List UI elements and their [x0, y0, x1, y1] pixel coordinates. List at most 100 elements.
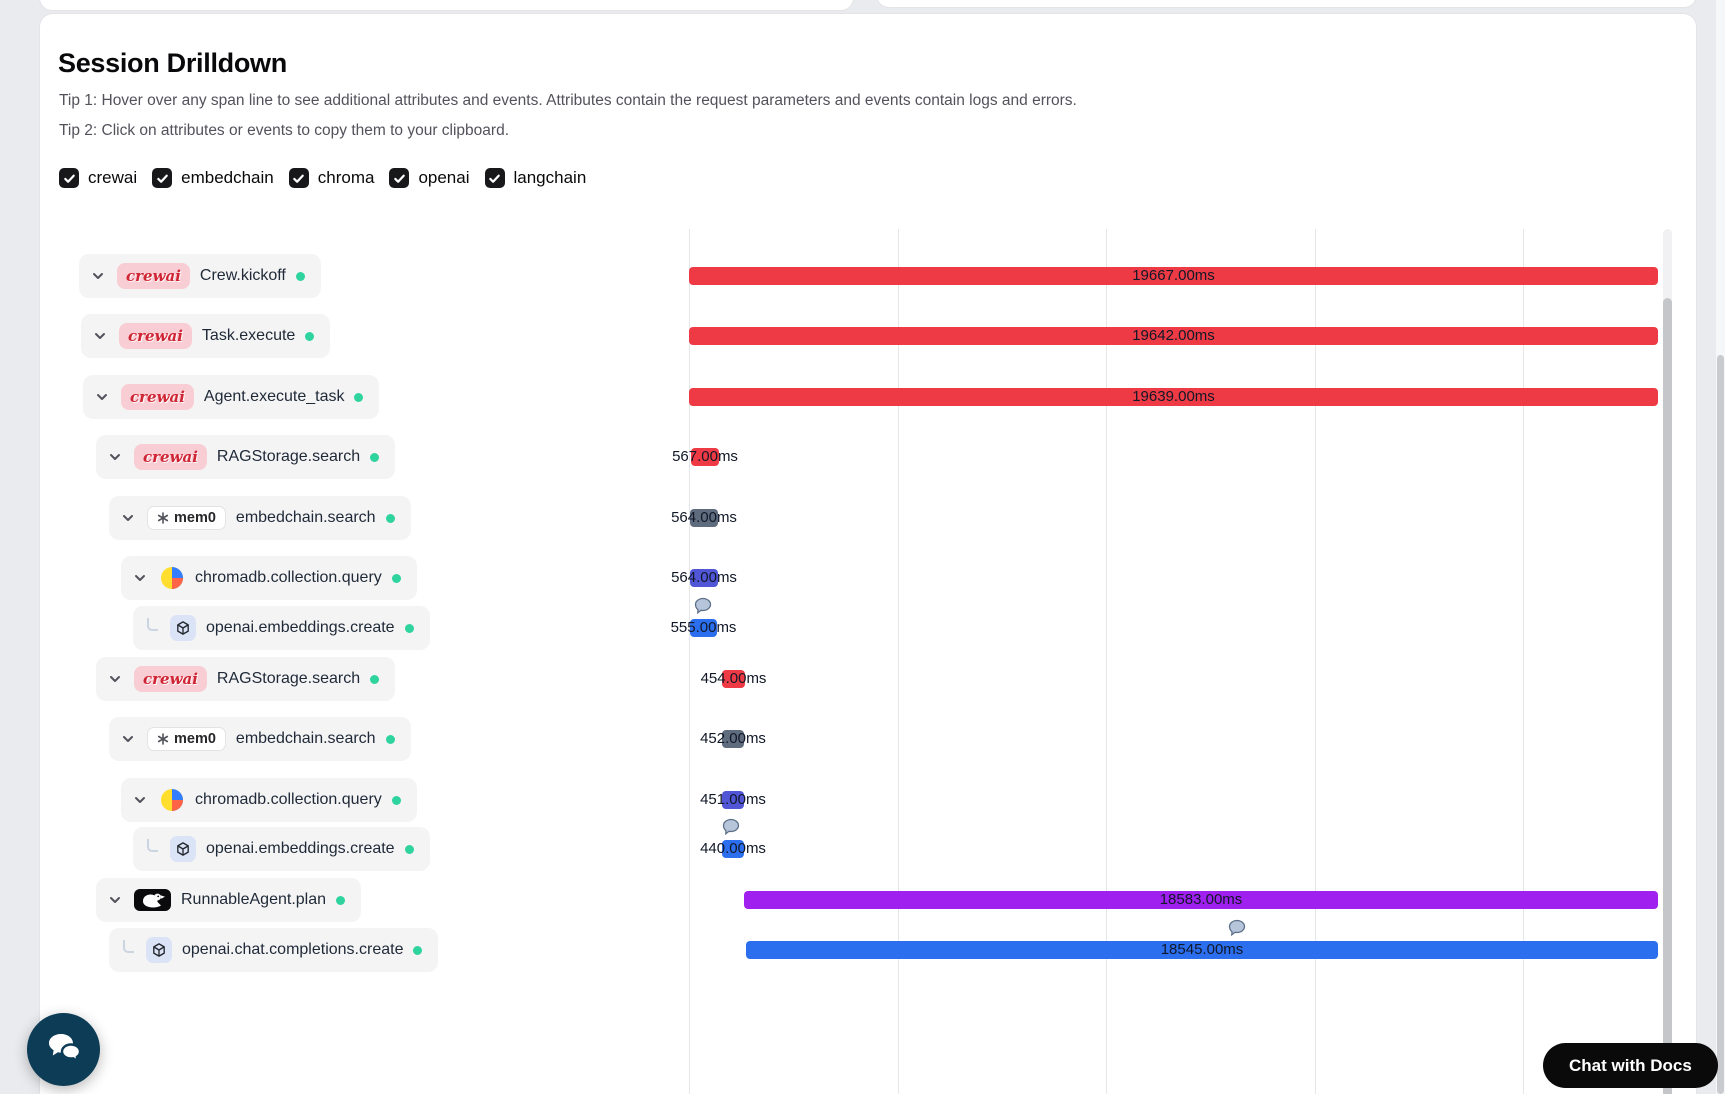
- crewai-logo: crewai: [134, 666, 207, 692]
- chevron-down-icon[interactable]: [89, 267, 107, 285]
- chevron-down-icon[interactable]: [131, 791, 149, 809]
- filter-checkbox-item[interactable]: chroma: [288, 168, 375, 188]
- page-scrollbar-thumb[interactable]: [1717, 355, 1724, 1094]
- filter-checkbox-item[interactable]: openai: [389, 168, 470, 188]
- status-dot: [305, 331, 315, 341]
- timeline-gridline: [1106, 229, 1107, 1094]
- span-label[interactable]: crewai Agent.execute_task: [83, 375, 380, 419]
- span-label[interactable]: openai.embeddings.create: [133, 606, 430, 650]
- span-name: Task.execute: [201, 327, 296, 344]
- span-label[interactable]: crewai RAGStorage.search: [96, 657, 396, 701]
- span-label[interactable]: openai.embeddings.create: [133, 827, 430, 871]
- span-name: chromadb.collection.query: [195, 791, 382, 808]
- span-bar[interactable]: [722, 791, 744, 809]
- openai-logo: [170, 836, 196, 862]
- span-bar[interactable]: [689, 388, 1658, 406]
- span-bar[interactable]: [690, 569, 718, 587]
- span-duration: 454.00ms: [700, 670, 767, 687]
- span-duration: 19642.00ms: [1132, 327, 1215, 344]
- status-dot: [391, 573, 401, 583]
- span-label[interactable]: chromadb.collection.query: [121, 778, 417, 822]
- span-row: openai.chat.completions.create 18545.00m…: [40, 919, 1696, 972]
- filter-label: chroma: [317, 168, 375, 187]
- filter-checkbox-item[interactable]: embedchain: [152, 168, 274, 188]
- span-duration: 440.00ms: [700, 840, 766, 857]
- span-bar[interactable]: [691, 448, 719, 466]
- span-bar[interactable]: [744, 891, 1658, 909]
- span-label[interactable]: crewai RAGStorage.search: [96, 435, 396, 479]
- filter-checkbox-item[interactable]: langchain: [484, 168, 587, 188]
- tip-1-text: Tip 1: Hover over any span line to see a…: [59, 92, 1077, 109]
- span-bar[interactable]: [722, 670, 745, 688]
- chevron-down-icon[interactable]: [91, 327, 109, 345]
- top-card-right: [876, 0, 1697, 8]
- span-duration: 555.00ms: [670, 619, 737, 636]
- span-bar[interactable]: [689, 267, 1658, 285]
- chevron-down-icon[interactable]: [131, 569, 149, 587]
- checkbox-icon[interactable]: [389, 168, 410, 188]
- tree-connector-icon: [147, 838, 158, 852]
- span-label[interactable]: mem0 embedchain.search: [109, 717, 411, 761]
- status-dot: [404, 844, 414, 854]
- chevron-down-icon[interactable]: [119, 509, 137, 527]
- checkbox-icon[interactable]: [152, 168, 173, 188]
- chevron-down-icon[interactable]: [106, 891, 124, 909]
- span-bar[interactable]: [746, 941, 1658, 959]
- status-dot: [370, 452, 380, 462]
- span-bar[interactable]: [690, 619, 717, 637]
- chevron-down-icon[interactable]: [106, 448, 124, 466]
- span-row: crewai Task.execute 19642.00ms: [40, 314, 1696, 358]
- span-name: openai.embeddings.create: [206, 840, 395, 857]
- span-label[interactable]: crewai Crew.kickoff: [79, 254, 321, 298]
- span-name: RAGStorage.search: [216, 670, 361, 687]
- tree-connector-icon: [123, 939, 134, 953]
- span-bar[interactable]: [690, 509, 718, 527]
- span-row: mem0 embedchain.search 452.00ms: [40, 717, 1696, 761]
- chroma-logo: [159, 565, 185, 591]
- filter-label: langchain: [513, 168, 587, 187]
- chart-scrollbar[interactable]: [1663, 229, 1672, 1094]
- span-row: RunnableAgent.plan 18583.00ms: [40, 878, 1696, 922]
- span-duration: 567.00ms: [672, 448, 738, 465]
- tree-connector-icon: [147, 617, 158, 631]
- mem0-logo: mem0: [147, 727, 226, 751]
- span-label[interactable]: mem0 embedchain.search: [109, 496, 411, 540]
- span-tree: crewai Crew.kickoff 19667.00ms crewai Ta…: [40, 229, 1696, 1094]
- chart-scrollbar-thumb[interactable]: [1663, 298, 1672, 1094]
- chevron-down-icon[interactable]: [106, 670, 124, 688]
- status-dot: [391, 795, 401, 805]
- chevron-down-icon[interactable]: [119, 730, 137, 748]
- status-dot: [354, 392, 364, 402]
- chevron-down-icon[interactable]: [93, 388, 111, 406]
- span-row: crewai RAGStorage.search 567.00ms: [40, 435, 1696, 479]
- crewai-logo: crewai: [117, 263, 190, 289]
- checkbox-icon[interactable]: [59, 168, 79, 188]
- span-duration: 452.00ms: [700, 730, 766, 747]
- chat-widget-button[interactable]: [27, 1013, 100, 1086]
- event-bubble-icon[interactable]: [1228, 919, 1246, 937]
- span-bar[interactable]: [722, 730, 744, 748]
- chat-with-docs-button[interactable]: Chat with Docs: [1543, 1043, 1718, 1088]
- span-row: chromadb.collection.query 451.00ms: [40, 778, 1696, 822]
- event-bubble-icon[interactable]: [694, 597, 712, 615]
- event-bubble-icon[interactable]: [722, 818, 740, 836]
- span-label[interactable]: crewai Task.execute: [81, 314, 331, 358]
- mem0-logo: mem0: [147, 506, 226, 530]
- session-drilldown-card: Session Drilldown Tip 1: Hover over any …: [39, 13, 1697, 1094]
- span-label[interactable]: openai.chat.completions.create: [109, 928, 439, 972]
- span-bar[interactable]: [722, 840, 744, 858]
- checkbox-icon[interactable]: [288, 168, 309, 188]
- span-label[interactable]: RunnableAgent.plan: [96, 878, 362, 922]
- span-duration: 19639.00ms: [1132, 388, 1215, 405]
- chroma-logo: [159, 787, 185, 813]
- library-filters: crewai embedchain chroma openai langchai…: [59, 168, 586, 188]
- span-bar[interactable]: [689, 327, 1658, 345]
- filter-label: embedchain: [181, 168, 274, 187]
- checkbox-icon[interactable]: [484, 168, 505, 188]
- timeline-gridline: [689, 229, 690, 1094]
- filter-checkbox-item[interactable]: crewai: [59, 168, 137, 188]
- span-label[interactable]: chromadb.collection.query: [121, 556, 417, 600]
- page-scrollbar[interactable]: [1716, 0, 1725, 1094]
- span-name: RunnableAgent.plan: [181, 891, 327, 908]
- status-dot: [404, 623, 414, 633]
